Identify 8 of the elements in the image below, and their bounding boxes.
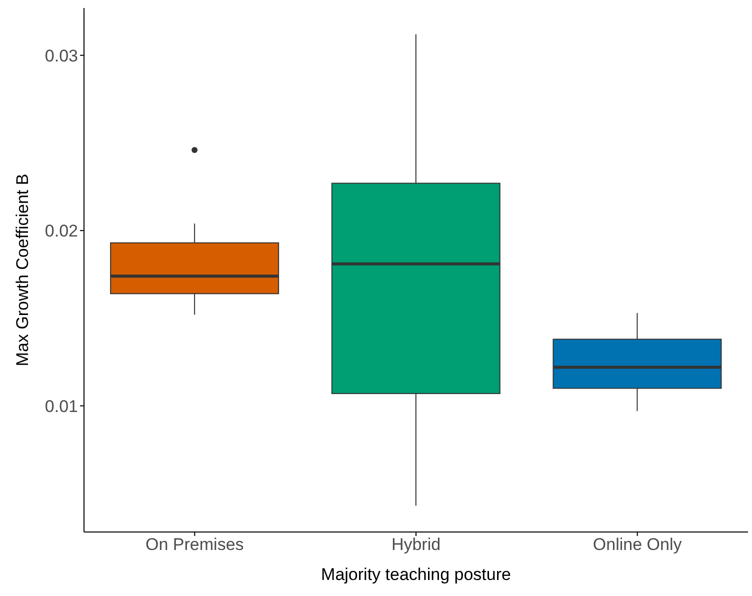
y-axis-title: Max Growth Coefficient B — [13, 174, 32, 366]
x-tick-label: On Premises — [146, 535, 244, 554]
x-tick-label: Online Only — [592, 535, 682, 554]
y-tick-label: 0.03 — [44, 46, 78, 66]
y-tick-label: 0.02 — [44, 222, 78, 241]
y-tick-label: 0.01 — [44, 396, 78, 416]
x-axis-title: Majority teaching posture — [321, 565, 511, 584]
x-tick-label: Hybrid — [391, 535, 441, 554]
